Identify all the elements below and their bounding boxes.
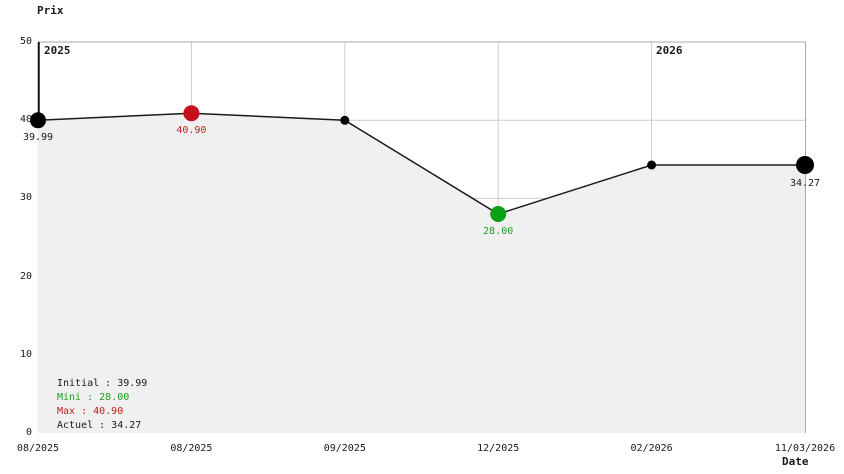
- point-value-label: 40.90: [176, 125, 207, 137]
- legend-initial: Initial : 39.99: [57, 378, 148, 389]
- x-axis-title: Date: [782, 455, 809, 468]
- data-point-current: [796, 156, 814, 174]
- data-point-normal: [647, 160, 657, 170]
- point-value-label: 28.00: [483, 226, 514, 238]
- x-tick-label: 02/2026: [630, 443, 673, 454]
- x-tick-label: 12/2025: [477, 443, 520, 454]
- x-tick-label: 11/03/2026: [774, 443, 836, 454]
- y-tick-label: 50: [19, 36, 32, 47]
- x-tick-label: 08/2025: [170, 443, 213, 454]
- area-fill: [37, 113, 805, 433]
- data-point-min: [490, 206, 507, 222]
- legend: Initial : 39.99 Mini : 28.00 Max : 40.90…: [57, 377, 147, 433]
- data-point-initial: [30, 112, 46, 129]
- legend-max: Max : 40.90: [57, 406, 124, 417]
- y-tick-label: 0: [25, 427, 32, 438]
- price-line: [37, 112, 805, 215]
- y-tick-label: 40: [19, 114, 32, 126]
- legend-actuel: Actuel : 34.27: [57, 420, 142, 431]
- data-point-max: [183, 105, 200, 122]
- y-tick-label: 30: [19, 192, 32, 204]
- legend-mini: Mini : 28.00: [57, 392, 130, 403]
- y-tick-label: 20: [19, 270, 32, 282]
- point-value-label: 39.99: [22, 132, 54, 144]
- point-value-label: 34.27: [789, 178, 821, 189]
- y-tick-label: 10: [19, 348, 32, 360]
- x-tick-label: 08/2025: [16, 443, 60, 454]
- year-label-2025: 2025: [44, 44, 71, 57]
- y-axis-title: Prix: [37, 4, 64, 17]
- year-label-2026: 2026: [656, 44, 683, 57]
- x-tick-label: 09/2025: [323, 443, 366, 454]
- data-point-normal: [340, 115, 350, 125]
